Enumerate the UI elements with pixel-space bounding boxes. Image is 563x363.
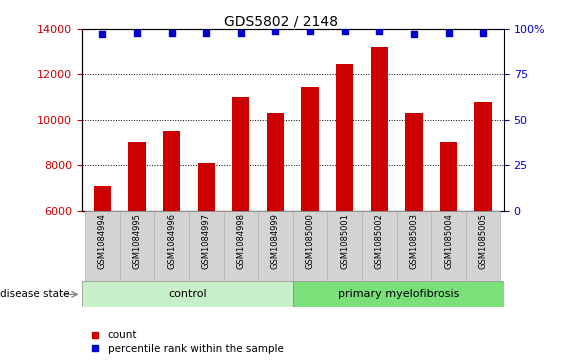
Text: GSM1085004: GSM1085004	[444, 213, 453, 269]
Text: GSM1085005: GSM1085005	[479, 213, 488, 269]
Text: GSM1084994: GSM1084994	[98, 213, 107, 269]
Point	[306, 28, 315, 34]
Bar	[336, 64, 354, 211]
Bar	[85, 211, 120, 281]
Text: control: control	[168, 289, 207, 299]
Text: GSM1085001: GSM1085001	[340, 213, 349, 269]
Point	[132, 30, 141, 36]
Bar	[370, 47, 388, 211]
Bar	[94, 185, 111, 211]
Point	[236, 30, 245, 36]
Point	[202, 30, 211, 36]
Point	[409, 32, 418, 37]
Bar	[120, 211, 154, 281]
Bar	[232, 97, 249, 211]
Point	[271, 28, 280, 34]
Bar	[198, 163, 215, 211]
Bar	[267, 113, 284, 211]
Bar	[293, 211, 327, 281]
Bar	[82, 281, 293, 307]
Bar	[301, 87, 319, 211]
Text: GSM1085002: GSM1085002	[375, 213, 384, 269]
Bar	[163, 131, 180, 211]
Bar	[224, 211, 258, 281]
Bar	[258, 211, 293, 281]
Bar	[431, 211, 466, 281]
Text: GSM1085000: GSM1085000	[306, 213, 315, 269]
Text: GSM1084999: GSM1084999	[271, 213, 280, 269]
Text: disease state: disease state	[0, 289, 69, 299]
Point	[167, 30, 176, 36]
Bar	[466, 211, 501, 281]
Bar	[440, 143, 457, 211]
Text: GSM1084995: GSM1084995	[132, 213, 141, 269]
Legend: count, percentile rank within the sample: count, percentile rank within the sample	[87, 326, 288, 358]
Bar	[154, 211, 189, 281]
Bar	[128, 143, 146, 211]
Text: primary myelofibrosis: primary myelofibrosis	[338, 289, 459, 299]
Text: GDS5802 / 2148: GDS5802 / 2148	[225, 15, 338, 29]
Text: GSM1085003: GSM1085003	[409, 213, 418, 269]
Point	[340, 28, 349, 34]
Point	[375, 28, 384, 34]
Bar	[405, 113, 423, 211]
Bar	[475, 102, 491, 211]
Bar	[293, 281, 504, 307]
Text: GSM1084996: GSM1084996	[167, 213, 176, 269]
Bar	[396, 211, 431, 281]
Bar	[327, 211, 362, 281]
Point	[479, 30, 488, 36]
Point	[98, 32, 107, 37]
Point	[444, 30, 453, 36]
Text: GSM1084997: GSM1084997	[202, 213, 211, 269]
Text: GSM1084998: GSM1084998	[236, 213, 245, 269]
Bar	[362, 211, 396, 281]
Bar	[189, 211, 224, 281]
